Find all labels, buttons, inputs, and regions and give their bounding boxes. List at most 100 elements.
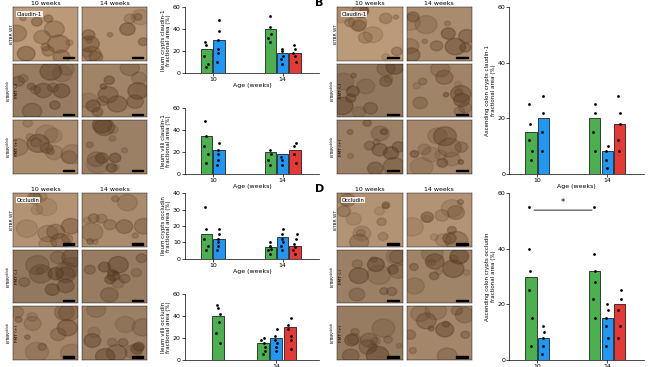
Circle shape (116, 220, 133, 233)
Circle shape (34, 83, 52, 98)
Circle shape (445, 21, 450, 26)
Point (213, 151, 224, 157)
Circle shape (430, 272, 439, 280)
Point (265, 162, 276, 168)
Point (265, 13, 275, 19)
Circle shape (407, 12, 419, 22)
Point (276, 57, 287, 62)
Bar (601, 318, 613, 360)
Circle shape (358, 32, 372, 43)
Circle shape (389, 264, 407, 278)
Circle shape (434, 127, 456, 146)
Point (525, 268, 536, 274)
Point (202, 243, 213, 248)
Point (590, 148, 600, 154)
Point (524, 204, 534, 210)
Bar (213, 40, 224, 73)
Circle shape (384, 157, 405, 175)
Circle shape (372, 319, 395, 337)
Point (265, 32, 276, 37)
Bar (62, 300, 74, 301)
Circle shape (46, 284, 59, 295)
Point (613, 137, 623, 143)
Circle shape (344, 18, 355, 26)
Bar (525, 132, 537, 174)
Title: 14 weeks: 14 weeks (424, 1, 454, 6)
Circle shape (48, 268, 63, 280)
Circle shape (454, 81, 462, 87)
Circle shape (421, 212, 434, 222)
Circle shape (92, 117, 112, 133)
Point (278, 226, 289, 232)
Circle shape (18, 75, 28, 82)
Circle shape (86, 239, 94, 244)
Circle shape (458, 200, 463, 204)
Circle shape (382, 54, 389, 60)
Point (277, 48, 287, 54)
Circle shape (96, 153, 109, 163)
Circle shape (118, 339, 128, 346)
Point (270, 333, 280, 339)
Bar (289, 150, 300, 174)
Circle shape (116, 316, 135, 333)
Circle shape (409, 348, 417, 353)
Y-axis label: BTBR WT: BTBR WT (10, 210, 14, 230)
Circle shape (19, 277, 30, 287)
Title: 10 weeks: 10 weeks (31, 1, 60, 6)
Circle shape (413, 83, 421, 89)
Circle shape (435, 150, 447, 160)
Circle shape (352, 260, 362, 268)
Circle shape (26, 255, 49, 275)
Circle shape (449, 255, 458, 262)
Bar (265, 247, 276, 259)
Circle shape (40, 143, 53, 153)
Circle shape (57, 267, 75, 283)
Circle shape (107, 96, 127, 112)
Point (199, 53, 209, 59)
Circle shape (377, 218, 386, 226)
Circle shape (25, 342, 49, 361)
Circle shape (112, 165, 120, 170)
Circle shape (124, 14, 136, 23)
Circle shape (86, 100, 100, 112)
Point (603, 307, 613, 313)
Point (525, 157, 536, 163)
Circle shape (384, 147, 398, 159)
Circle shape (62, 151, 77, 163)
Circle shape (421, 245, 443, 262)
Circle shape (138, 38, 148, 46)
Circle shape (410, 158, 433, 176)
Circle shape (42, 46, 54, 56)
Point (288, 248, 298, 254)
Circle shape (89, 51, 103, 63)
Circle shape (107, 269, 116, 276)
Title: 14 weeks: 14 weeks (424, 188, 454, 192)
Circle shape (410, 151, 419, 157)
Point (259, 341, 270, 346)
Circle shape (109, 136, 116, 141)
Circle shape (10, 307, 23, 317)
Circle shape (83, 217, 91, 223)
Point (525, 246, 535, 252)
Circle shape (120, 23, 135, 35)
Point (527, 315, 538, 321)
Circle shape (343, 349, 359, 363)
Circle shape (29, 265, 52, 283)
Circle shape (436, 322, 454, 337)
Bar (283, 327, 296, 360)
Circle shape (352, 4, 369, 18)
Point (201, 43, 211, 48)
Circle shape (391, 47, 402, 56)
X-axis label: Age (weeks): Age (weeks) (233, 83, 271, 88)
Circle shape (415, 16, 437, 34)
Circle shape (393, 15, 398, 19)
Circle shape (79, 93, 98, 108)
Point (213, 236, 224, 242)
Point (258, 351, 268, 357)
Point (214, 341, 225, 346)
Circle shape (348, 15, 367, 30)
Point (538, 343, 548, 349)
Point (538, 335, 548, 341)
Point (263, 35, 274, 41)
Circle shape (132, 233, 138, 238)
